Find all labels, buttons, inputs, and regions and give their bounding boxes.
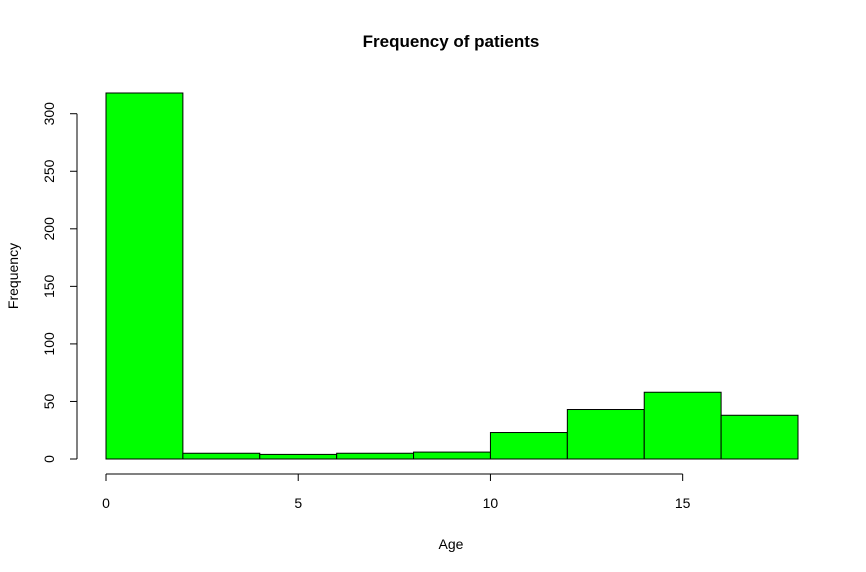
bars-group (105, 92, 799, 460)
y-axis-label: Frequency (5, 243, 21, 309)
bar-6 (566, 409, 645, 460)
bar-0 (105, 92, 184, 460)
bar-4 (413, 451, 491, 460)
y-tick-label-0: 0 (41, 455, 57, 463)
x-tick-label-10: 10 (483, 495, 499, 511)
bar-3 (336, 452, 415, 460)
bar-1 (182, 452, 261, 460)
y-tick-label-100: 100 (41, 332, 57, 356)
y-tick-label-300: 300 (41, 102, 57, 126)
x-tick-label-0: 0 (102, 495, 110, 511)
x-tick-label-5: 5 (294, 495, 302, 511)
y-tick-label-150: 150 (41, 274, 57, 298)
x-tick-label-15: 15 (675, 495, 691, 511)
y-tick-label-200: 200 (41, 217, 57, 241)
x-axis: 0 5 10 15 (102, 473, 691, 511)
bar-7 (643, 391, 722, 460)
bar-2 (259, 453, 338, 460)
chart-title: Frequency of patients (363, 32, 540, 51)
bar-5 (489, 432, 568, 460)
y-tick-label-250: 250 (41, 159, 57, 183)
y-axis: 0 50 100 150 200 250 300 (41, 102, 78, 463)
y-tick-label-50: 50 (41, 393, 57, 409)
x-axis-label: Age (439, 536, 464, 552)
bar-8 (720, 414, 799, 460)
